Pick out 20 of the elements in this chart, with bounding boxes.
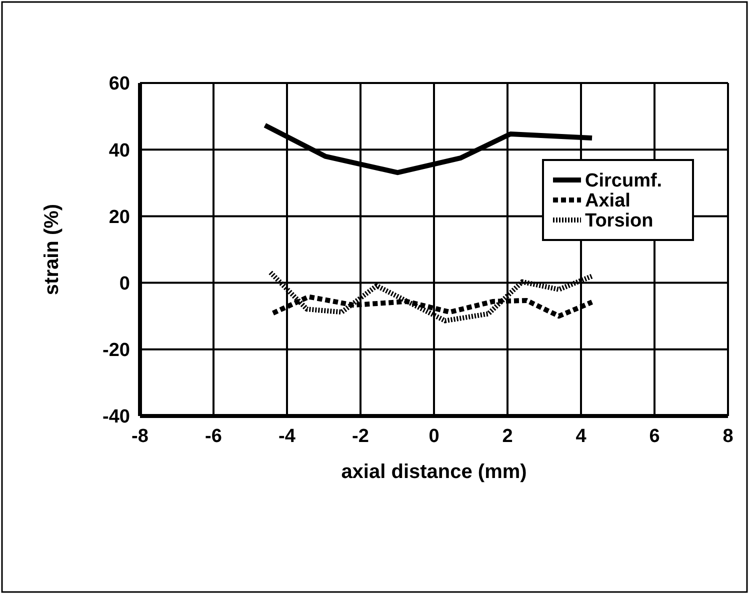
x-tick-label: -2 (352, 426, 369, 447)
y-tick-label: -20 (102, 340, 130, 362)
x-tick-label: -8 (132, 426, 148, 447)
x-tick-label: 4 (576, 426, 587, 447)
y-tick-label: 20 (108, 206, 130, 228)
y-tick-label: 0 (119, 273, 130, 294)
x-tick-label: 0 (428, 426, 440, 447)
y-tick-label: 60 (108, 74, 130, 95)
x-tick-label: 6 (649, 426, 660, 447)
x-axis-title: axial distance (mm) (341, 461, 527, 483)
legend-label: Torsion (585, 210, 654, 232)
x-tick-label: -6 (205, 426, 222, 447)
x-tick-label: 2 (502, 426, 513, 447)
x-tick-label: -4 (278, 426, 296, 447)
legend-label: Axial (585, 190, 630, 212)
x-tick-label: 8 (722, 426, 734, 447)
y-axis-title: strain (%) (41, 204, 63, 296)
y-tick-label: 40 (108, 140, 130, 162)
y-tick-label: -40 (102, 406, 130, 428)
legend-label: Circumf. (585, 170, 662, 192)
